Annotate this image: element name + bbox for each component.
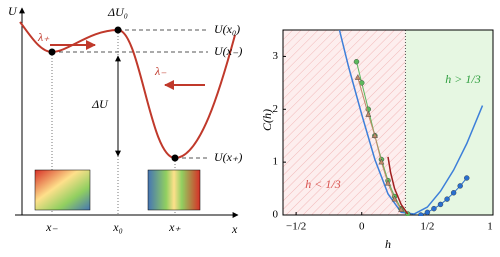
data-point [418,212,424,216]
level-lines [52,29,208,159]
data-point [385,179,391,186]
axis-label: U [8,4,18,18]
y-tick-label: 3 [273,50,279,62]
data-point [424,209,431,216]
plot-area [338,30,484,216]
data-point [378,158,385,165]
y-tick-label: 2 [273,103,279,115]
inset-heatmap [147,169,201,211]
data-point [353,59,360,65]
data-point [431,205,437,212]
point-label: x₊ [168,220,181,234]
y-tick-label: 1 [273,156,279,168]
data-point [450,190,457,196]
x-axis-label: h [385,237,391,251]
chart: h < 1/3 h > 1/3 −1/2 0 1/2 1 0 1 2 3 h C(h) [260,29,494,251]
point [171,154,179,162]
data-point [444,196,450,202]
data-point [464,175,470,181]
data-point [391,195,398,202]
region-label: h > 1/3 [445,72,480,86]
level-label: U(x₊) [214,150,242,164]
region [283,30,406,215]
x-tick-label: 1 [487,221,493,233]
data-point [457,183,463,189]
x-tick-label: 0 [359,221,365,233]
point [114,26,122,34]
data-point [354,74,361,80]
depth-label: ΔU [91,97,109,111]
series-line [387,156,409,215]
axis-label: x [231,222,238,236]
point-label: x₋ [45,220,58,234]
barrier-label: ΔU₀ [107,5,128,19]
x-tick-label: −1/2 [286,221,306,233]
rate-label: λ₋ [154,64,167,78]
potential-diagram: U x ΔU₀ ΔU U(x₀) U(x₋) U(x₊) λ₊ λ₋ x₋ x₀… [8,4,242,236]
rate-label: λ₊ [37,30,50,44]
data-point [365,111,372,117]
level-label: U(x₋) [214,44,242,58]
data-point [398,206,405,212]
data-point [437,201,444,208]
region-label: h < 1/3 [305,177,340,191]
potential-curve [19,21,236,160]
data-point [371,132,378,138]
inset-heatmap [34,169,91,211]
y-tick-label: 0 [273,209,279,221]
x-tick-label: 1/2 [420,221,434,233]
region [405,30,493,215]
point [48,48,56,56]
plot-frame [282,29,494,216]
level-label: U(x₀) [214,22,240,36]
point-label: x₀ [112,220,123,234]
y-axis-label: C(h) [260,109,274,131]
